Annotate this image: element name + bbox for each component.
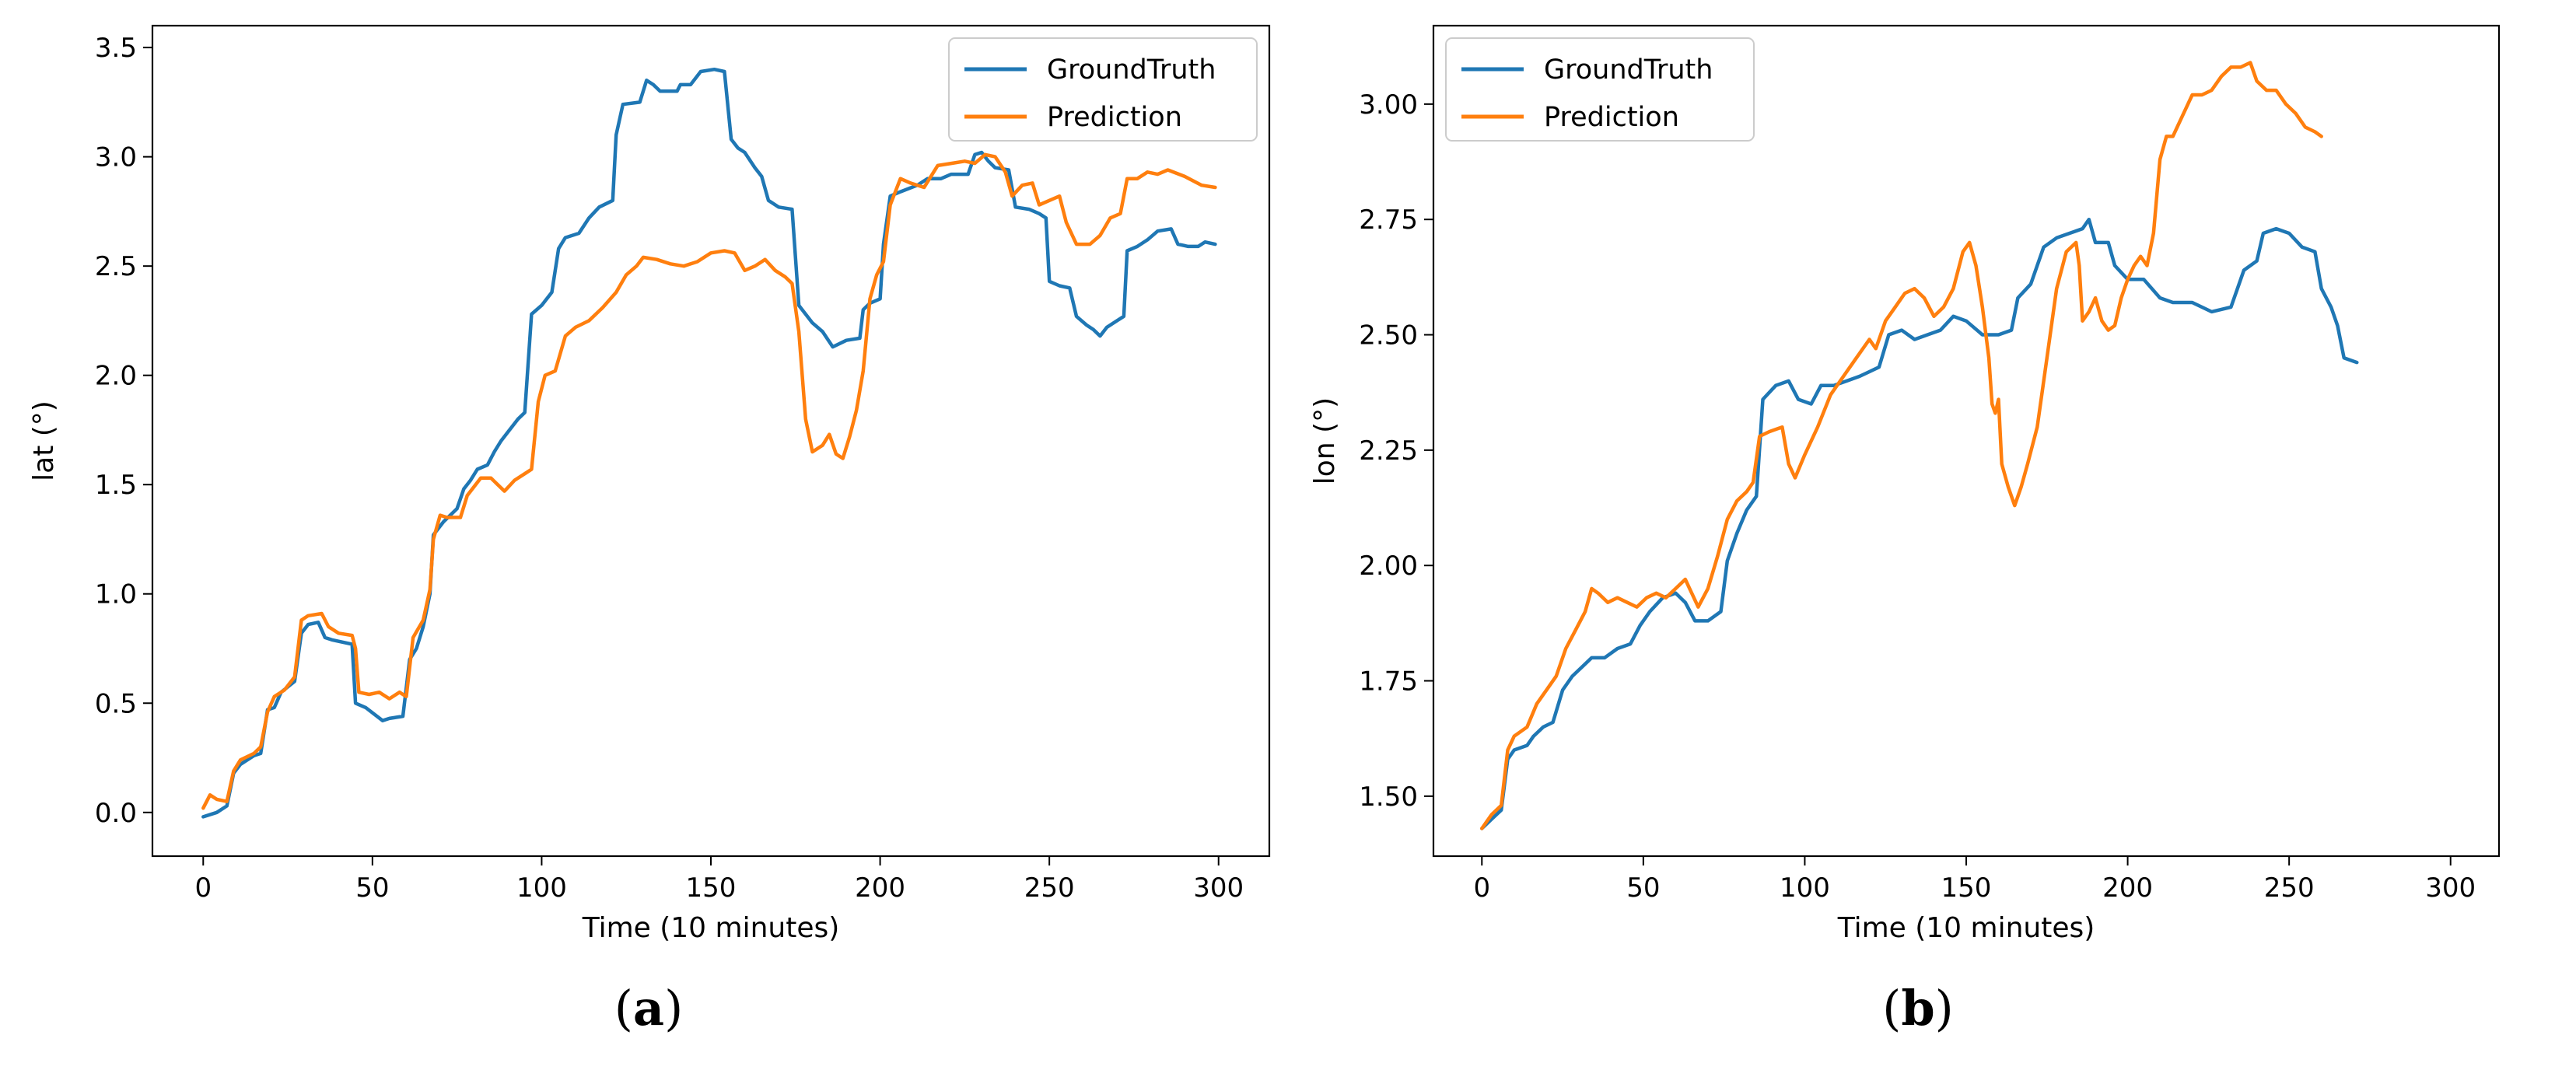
y-tick-label: 1.5: [95, 470, 137, 501]
caption-close-paren: ): [664, 980, 683, 1037]
y-tick-label: 2.25: [1359, 435, 1418, 467]
caption-open-paren: (: [614, 980, 633, 1037]
y-axis-label: lon (°): [1309, 397, 1341, 484]
y-tick-label: 3.00: [1359, 89, 1418, 121]
caption-letter: a: [633, 980, 664, 1037]
panel-caption: (a): [614, 980, 684, 1037]
y-tick-label: 3.5: [95, 33, 137, 64]
legend-entry: Prediction: [1047, 102, 1182, 133]
x-tick-label: 50: [355, 872, 389, 904]
x-axis-label: Time (10 minutes): [582, 912, 840, 944]
x-tick-label: 150: [1941, 872, 1992, 904]
panel-caption: (b): [1882, 980, 1954, 1037]
x-tick-label: 250: [1024, 872, 1075, 904]
legend-entry: GroundTruth: [1047, 54, 1216, 86]
y-tick-label: 1.0: [95, 579, 137, 610]
x-tick-label: 50: [1626, 872, 1660, 904]
legend-entry: Prediction: [1544, 102, 1679, 133]
series-line-prediction: [201, 152, 1217, 810]
x-tick-label: 200: [855, 872, 905, 904]
series-line-groundtruth: [1480, 217, 2359, 830]
x-tick-label: 200: [2102, 872, 2153, 904]
x-tick-label: 150: [686, 872, 737, 904]
panel-a: 0 50 100 150 200 250 300 0.0 0.5 1.0 1.5 2.0 2.5 3.0 3…: [28, 24, 1271, 1037]
panel-b: 0 50 100 150 200 250 300 1.50 1.75 2.00 2.25 2.50 2.…: [1309, 24, 2501, 1037]
x-tick-label: 0: [194, 872, 212, 904]
series-line-prediction: [1480, 61, 2323, 830]
series-line-groundtruth: [201, 67, 1217, 819]
y-tick-label: 2.00: [1359, 551, 1418, 582]
y-tick-label: 2.75: [1359, 205, 1418, 236]
caption-letter: b: [1901, 980, 1934, 1037]
y-tick-label: 2.50: [1359, 320, 1418, 351]
y-tick-label: 0.5: [95, 688, 137, 719]
y-tick-label: 2.0: [95, 361, 137, 392]
y-tick-label: 1.75: [1359, 666, 1418, 698]
y-tick-label: 2.5: [95, 251, 137, 282]
x-tick-label: 0: [1473, 872, 1490, 904]
x-tick-label: 300: [2425, 872, 2476, 904]
x-tick-label: 100: [1780, 872, 1830, 904]
x-tick-label: 250: [2264, 872, 2315, 904]
x-axis-label: Time (10 minutes): [1837, 912, 2095, 944]
caption-open-paren: (: [1882, 980, 1901, 1037]
y-tick-label: 3.0: [95, 142, 137, 173]
x-tick-label: 100: [516, 872, 567, 904]
legend-entry: GroundTruth: [1544, 54, 1713, 86]
y-tick-label: 0.0: [95, 798, 137, 829]
caption-close-paren: ): [1935, 980, 1954, 1037]
x-tick-label: 300: [1193, 872, 1244, 904]
y-tick-label: 1.50: [1359, 782, 1418, 813]
y-axis-label: lat (°): [28, 400, 60, 481]
